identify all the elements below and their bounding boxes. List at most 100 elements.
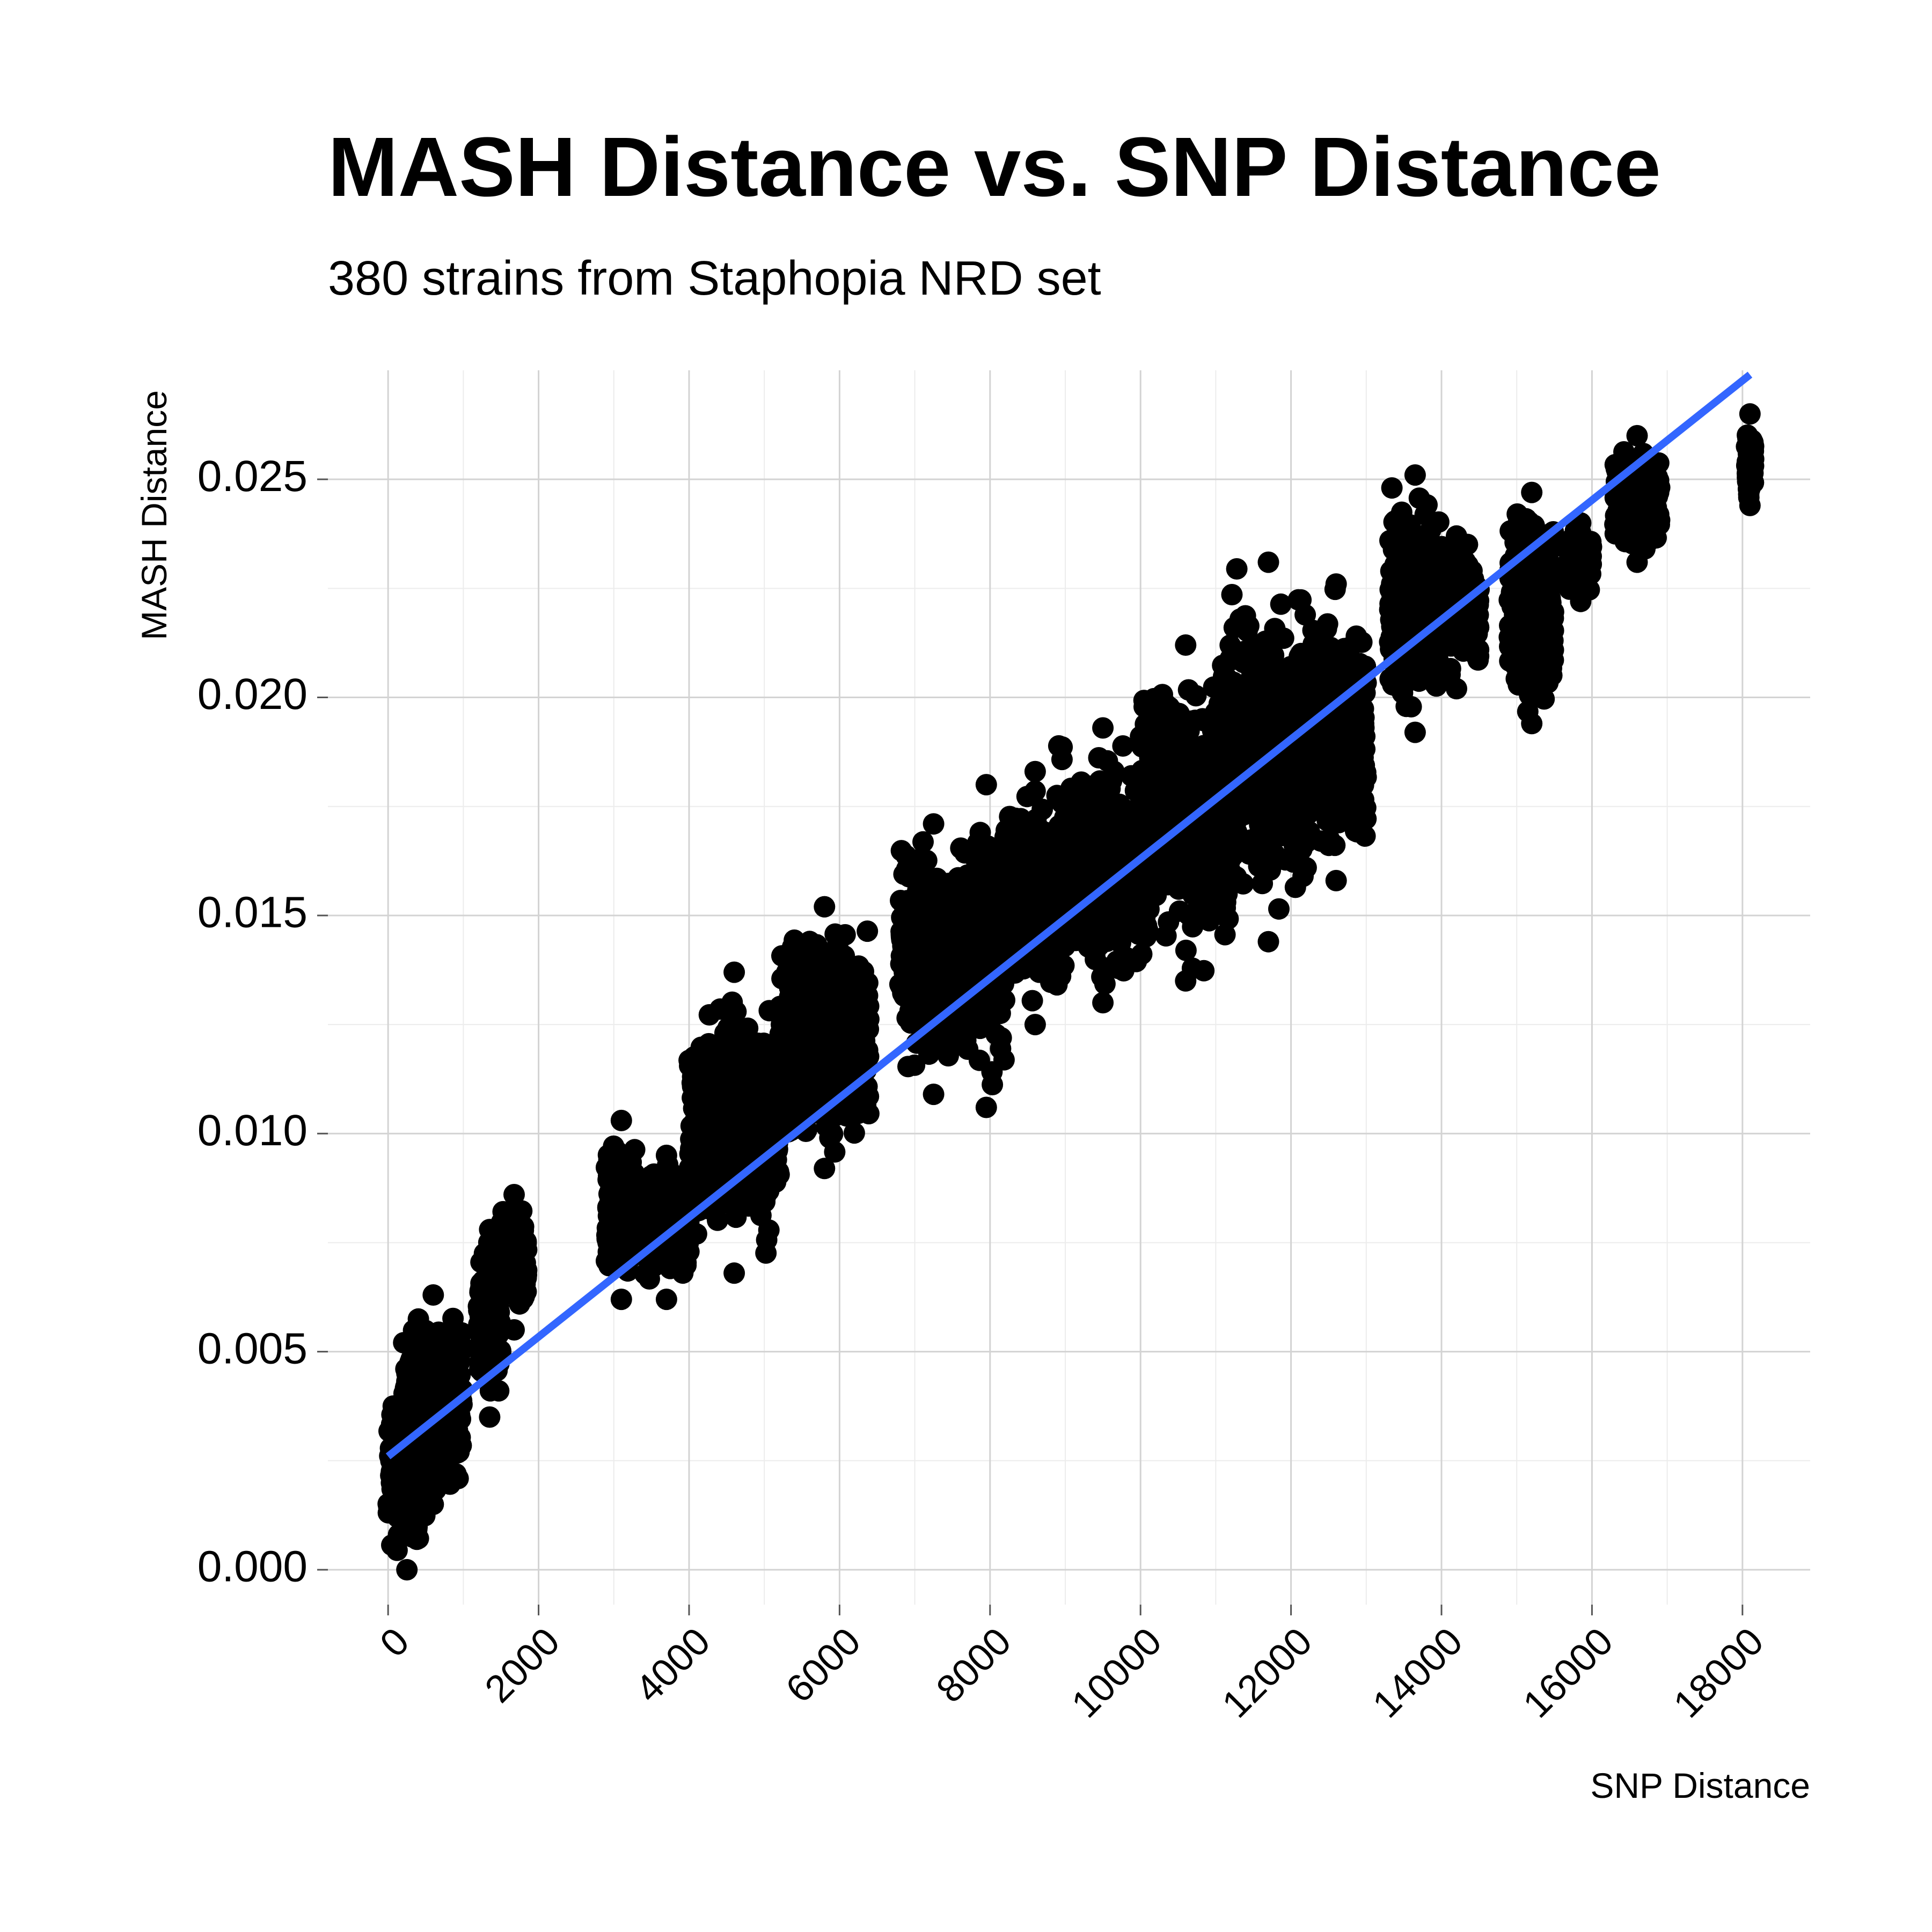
data-point: [1226, 558, 1248, 580]
data-point: [1325, 869, 1347, 891]
data-point: [1024, 780, 1046, 802]
data-point: [1065, 930, 1087, 952]
data-point: [957, 1007, 979, 1029]
data-point: [1175, 970, 1197, 992]
data-point: [1021, 990, 1043, 1012]
data-point: [1238, 615, 1260, 637]
data-point: [1099, 778, 1121, 800]
data-point: [1392, 557, 1414, 579]
data-point: [685, 1223, 707, 1245]
data-point: [841, 1031, 863, 1053]
data-point: [1519, 674, 1541, 696]
data-point: [445, 1361, 467, 1383]
data-point: [479, 1406, 501, 1428]
data-point: [830, 1008, 852, 1030]
data-point: [723, 961, 745, 983]
data-point: [1055, 803, 1077, 825]
data-point: [602, 1226, 624, 1248]
data-point: [897, 1056, 919, 1078]
data-point: [837, 980, 859, 1002]
data-point: [479, 1380, 501, 1402]
data-point: [1168, 900, 1190, 922]
chart-subtitle: 380 strains from Staphopia NRD set: [328, 252, 1101, 305]
data-point: [1521, 481, 1543, 503]
data-point: [1169, 771, 1191, 793]
data-point: [747, 1033, 769, 1054]
data-point: [906, 986, 928, 1008]
data-point: [975, 1096, 997, 1118]
data-point: [1446, 678, 1467, 700]
data-point: [698, 1033, 720, 1055]
data-point: [503, 1319, 525, 1341]
data-point: [1028, 961, 1050, 983]
data-point: [1446, 525, 1467, 547]
data-point: [1133, 896, 1155, 918]
data-point: [1340, 636, 1362, 658]
data-point: [1517, 603, 1539, 625]
data-point: [819, 1127, 841, 1149]
data-point: [724, 1084, 747, 1105]
data-point: [975, 774, 997, 796]
data-point: [1222, 828, 1244, 850]
data-point: [409, 1352, 431, 1374]
data-point: [1024, 760, 1046, 782]
data-point: [896, 858, 918, 880]
data-point: [855, 993, 877, 1015]
data-point: [1271, 701, 1293, 723]
data-point: [800, 1029, 822, 1051]
data-point: [1446, 545, 1468, 566]
data-point: [1251, 666, 1273, 688]
data-point: [1234, 640, 1256, 662]
data-point: [595, 1250, 617, 1272]
data-point: [755, 1242, 777, 1264]
data-point: [402, 1465, 425, 1487]
data-point: [473, 1343, 495, 1365]
data-point: [688, 1148, 710, 1170]
data-point: [511, 1228, 533, 1250]
data-point: [442, 1307, 464, 1329]
data-point: [449, 1426, 471, 1448]
data-point: [1029, 843, 1051, 865]
data-point: [1310, 830, 1332, 852]
data-point: [402, 1319, 425, 1341]
data-point: [1073, 832, 1095, 854]
data-point: [1046, 974, 1068, 996]
data-point: [820, 1043, 842, 1064]
data-point: [633, 1204, 655, 1226]
data-point: [725, 1206, 747, 1228]
data-point: [1311, 764, 1333, 786]
data-point: [1439, 657, 1461, 679]
data-point: [814, 990, 836, 1012]
data-point: [1395, 696, 1417, 718]
data-point: [698, 1059, 720, 1081]
data-point: [1270, 593, 1292, 615]
data-point: [1097, 900, 1119, 922]
data-point: [1185, 685, 1207, 707]
data-point: [1262, 779, 1284, 801]
data-point: [1252, 873, 1274, 895]
data-point: [428, 1443, 449, 1465]
data-point: [1177, 729, 1199, 751]
data-point: [1085, 948, 1107, 970]
data-point: [843, 1122, 865, 1144]
data-point: [1230, 742, 1252, 764]
data-point: [1175, 634, 1197, 656]
data-point: [981, 1061, 1003, 1083]
data-point: [1113, 960, 1135, 982]
data-point: [656, 1178, 678, 1200]
chart-title: MASH Distance vs. SNP Distance: [328, 120, 1661, 214]
data-point: [1404, 721, 1426, 743]
data-point: [890, 924, 912, 946]
data-point: [1058, 877, 1080, 899]
data-point: [422, 1284, 444, 1306]
data-point: [1453, 564, 1475, 586]
data-point: [814, 1158, 836, 1180]
data-point: [1499, 650, 1521, 672]
data-point: [730, 1122, 752, 1144]
data-point: [1126, 921, 1148, 943]
data-point: [1444, 617, 1466, 639]
data-point: [1307, 661, 1329, 683]
data-point: [1172, 875, 1194, 897]
data-point: [1048, 735, 1070, 757]
data-point: [1467, 646, 1489, 668]
